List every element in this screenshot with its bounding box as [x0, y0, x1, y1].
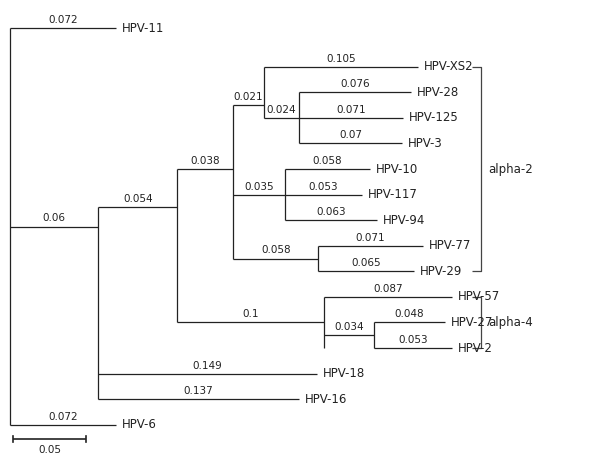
Text: HPV-XS2: HPV-XS2 [424, 60, 473, 73]
Text: 0.087: 0.087 [373, 284, 403, 294]
Text: 0.076: 0.076 [340, 79, 370, 89]
Text: 0.072: 0.072 [48, 15, 78, 25]
Text: 0.065: 0.065 [351, 258, 381, 268]
Text: HPV-10: HPV-10 [376, 163, 418, 175]
Text: 0.035: 0.035 [244, 181, 274, 191]
Text: 0.105: 0.105 [326, 54, 356, 64]
Text: 0.058: 0.058 [261, 245, 290, 256]
Text: HPV-125: HPV-125 [409, 111, 459, 125]
Text: 0.06: 0.06 [43, 213, 65, 224]
Text: 0.05: 0.05 [38, 445, 61, 455]
Text: HPV-27: HPV-27 [451, 316, 493, 329]
Text: HPV-29: HPV-29 [419, 265, 462, 278]
Text: 0.07: 0.07 [339, 131, 362, 140]
Text: HPV-117: HPV-117 [368, 188, 418, 201]
Text: 0.149: 0.149 [193, 360, 223, 371]
Text: 0.048: 0.048 [395, 310, 424, 319]
Text: 0.038: 0.038 [191, 156, 220, 166]
Text: HPV-3: HPV-3 [408, 137, 443, 150]
Text: HPV-94: HPV-94 [383, 214, 425, 227]
Text: 0.071: 0.071 [337, 105, 366, 115]
Text: 0.072: 0.072 [48, 412, 78, 422]
Text: HPV-77: HPV-77 [428, 239, 471, 252]
Text: alpha-4: alpha-4 [488, 316, 533, 329]
Text: HPV-57: HPV-57 [458, 290, 500, 303]
Text: HPV-2: HPV-2 [458, 342, 493, 354]
Text: 0.053: 0.053 [398, 335, 428, 345]
Text: alpha-2: alpha-2 [488, 163, 533, 175]
Text: HPV-18: HPV-18 [323, 367, 365, 380]
Text: HPV-28: HPV-28 [416, 86, 459, 99]
Text: 0.137: 0.137 [184, 386, 214, 396]
Text: 0.024: 0.024 [267, 105, 296, 115]
Text: 0.071: 0.071 [356, 233, 385, 243]
Text: 0.021: 0.021 [234, 92, 263, 102]
Text: HPV-11: HPV-11 [122, 22, 164, 35]
Text: HPV-16: HPV-16 [305, 393, 347, 406]
Text: HPV-6: HPV-6 [122, 418, 157, 431]
Text: 0.053: 0.053 [308, 181, 338, 191]
Text: 0.034: 0.034 [334, 322, 364, 332]
Text: 0.054: 0.054 [123, 194, 152, 204]
Text: 0.063: 0.063 [316, 207, 346, 217]
Text: 0.1: 0.1 [242, 310, 259, 319]
Text: 0.058: 0.058 [313, 156, 342, 166]
